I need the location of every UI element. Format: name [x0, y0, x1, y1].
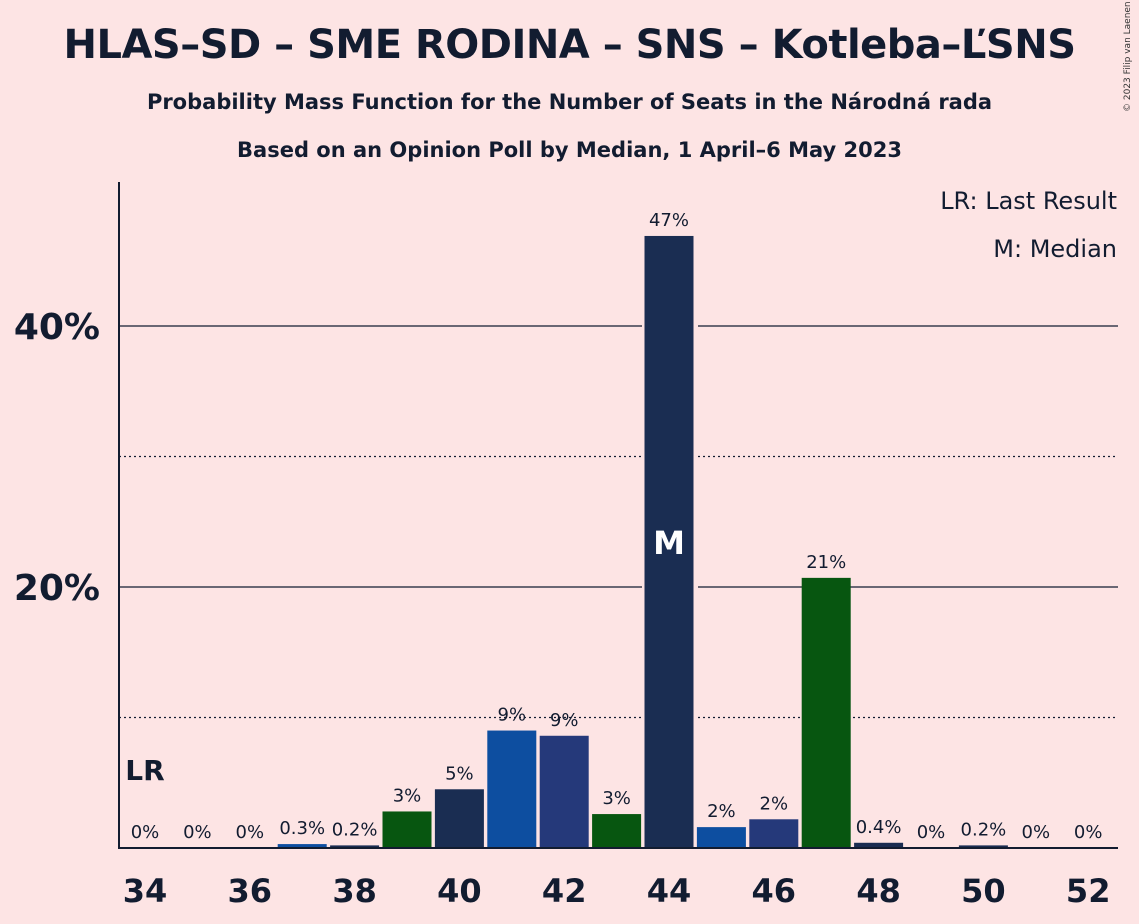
x-tick-label: 48	[856, 872, 901, 910]
bar-value-label: 0%	[183, 822, 212, 843]
bar-value-label: 0%	[1022, 822, 1051, 843]
bar-value-label: 0.2%	[332, 819, 378, 840]
bar-seat-48	[854, 842, 904, 848]
x-tick-label: 44	[647, 872, 692, 910]
bar-seat-45	[696, 827, 746, 848]
bar-seat-37	[277, 844, 327, 848]
median-marker: M	[653, 524, 685, 562]
chart-subtitle-poll: Based on an Opinion Poll by Median, 1 Ap…	[237, 138, 902, 162]
last-result-marker: LR	[125, 754, 164, 787]
x-tick-label: 40	[437, 872, 482, 910]
bar-seat-38	[330, 845, 380, 848]
bar-value-label: 0%	[917, 822, 946, 843]
x-tick-label: 38	[332, 872, 377, 910]
x-tick-label: 36	[228, 872, 273, 910]
x-tick-label: 52	[1066, 872, 1111, 910]
legend-entry: M: Median	[993, 235, 1117, 263]
bar-seat-47	[801, 577, 851, 848]
x-tick-label: 42	[542, 872, 587, 910]
chart-subtitle: Probability Mass Function for the Number…	[146, 90, 993, 114]
bar-value-label: 2%	[707, 801, 736, 822]
bar-seat-39	[382, 811, 432, 848]
bar-value-label: 3%	[602, 788, 631, 809]
y-tick-label: 40%	[14, 307, 100, 348]
x-tick-label: 50	[961, 872, 1006, 910]
bar-value-label: 3%	[393, 785, 422, 806]
bar-seat-44	[644, 235, 694, 848]
bar-seat-42	[539, 735, 589, 848]
legend-entry: LR: Last Result	[940, 187, 1117, 215]
x-tick-label: 34	[123, 872, 168, 910]
bar-seat-40	[434, 789, 484, 848]
x-tick-label: 46	[752, 872, 797, 910]
bar-value-label: 21%	[806, 552, 846, 573]
chart-title: HLAS–SD – SME RODINA – SNS – Kotleba–ĽSN…	[63, 22, 1076, 68]
bar-value-label: 0%	[1074, 822, 1103, 843]
bar-value-label: 0.4%	[856, 817, 902, 838]
y-tick-label: 20%	[14, 568, 100, 609]
bar-value-label: 9%	[498, 705, 527, 726]
bar-value-label: 0.2%	[961, 819, 1007, 840]
bar-value-label: 0%	[131, 822, 160, 843]
bar-seat-43	[592, 814, 642, 848]
bar-seat-41	[487, 730, 537, 848]
bar-value-label: 9%	[550, 710, 579, 731]
bar-value-label: 47%	[649, 210, 689, 231]
bar-seat-46	[749, 819, 799, 848]
bar-seat-50	[958, 845, 1008, 848]
bar-value-label: 5%	[445, 763, 474, 784]
bar-value-label: 0%	[236, 822, 265, 843]
bar-value-label: 0.3%	[279, 818, 325, 839]
bar-value-label: 2%	[760, 793, 789, 814]
